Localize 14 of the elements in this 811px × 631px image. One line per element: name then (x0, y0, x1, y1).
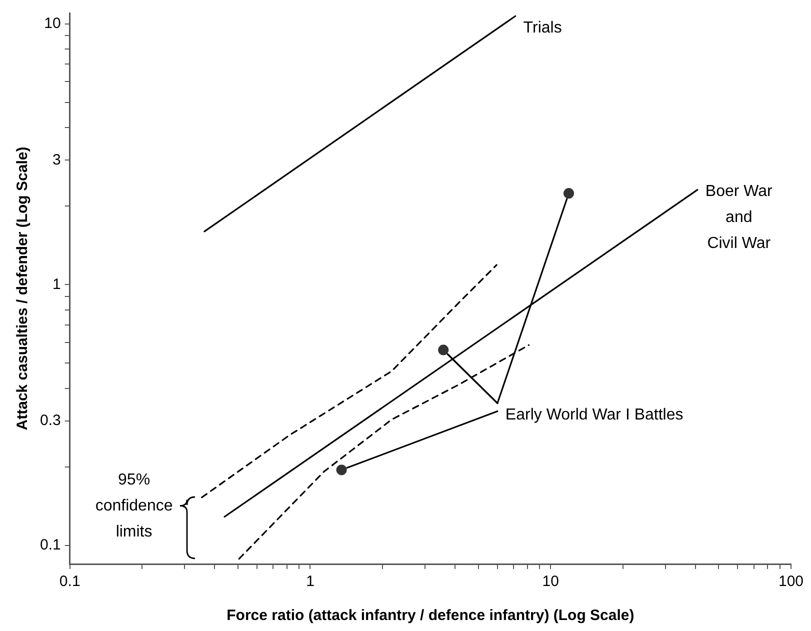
annotation: Early World War I Battles (505, 406, 684, 424)
x-axis-title: Force ratio (attack infantry / defence infantry) (Log Scale) (226, 607, 634, 624)
x-tick-label: 1 (306, 573, 314, 590)
y-tick-label: 10 (44, 14, 61, 32)
x-tick-label: 10 (542, 573, 559, 590)
y-tick-label: 1 (52, 276, 61, 293)
y-axis-title: Attack casualties / defender (Log Scale) (14, 146, 32, 430)
x-tick-label: 100 (778, 573, 804, 590)
y-tick-label: 0.3 (40, 412, 61, 430)
series-label: Boer War and Civil War (705, 183, 774, 252)
y-tick-label: 3 (52, 151, 61, 168)
y-tick-label: 0.1 (40, 536, 61, 554)
series-label: Trials (523, 20, 562, 37)
annotation: 95% confidence limits (95, 472, 173, 541)
